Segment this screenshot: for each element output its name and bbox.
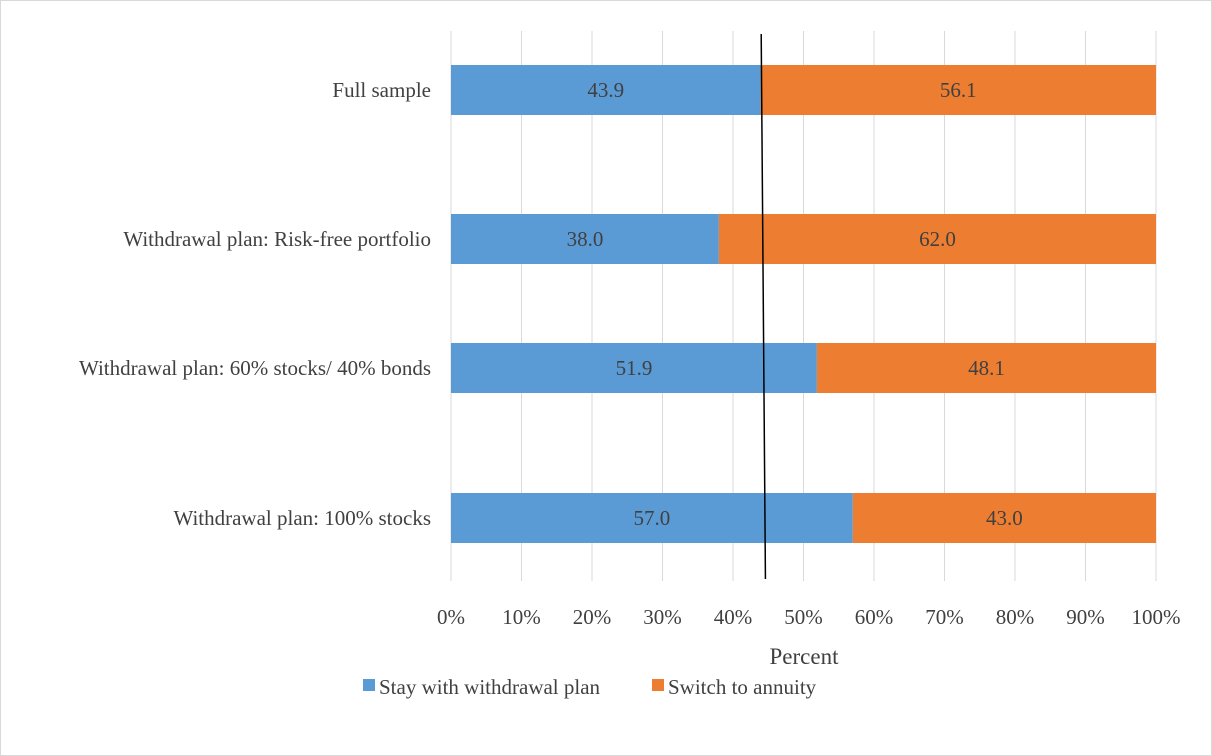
reference-line <box>760 33 767 580</box>
x-tick-label-30: 30% <box>643 605 682 629</box>
data-label-switch-2: 48.1 <box>968 356 1005 380</box>
category-label-2: Withdrawal plan: 60% stocks/ 40% bonds <box>79 356 431 380</box>
bar-switch-2 <box>816 343 1156 393</box>
bar-stay-2 <box>451 343 817 393</box>
x-tick-label-100: 100% <box>1132 605 1181 629</box>
x-tick-label-70: 70% <box>925 605 964 629</box>
x-tick-labels: 0% 10% 20% 30% 40% 50% 60% 70% 80% 90% 100% <box>437 605 1181 629</box>
x-axis-title: Percent <box>770 644 840 669</box>
data-label-switch-1: 62.0 <box>919 227 956 251</box>
x-tick-label-90: 90% <box>1066 605 1105 629</box>
category-label-1: Withdrawal plan: Risk-free portfolio <box>123 227 431 251</box>
legend-label-stay: Stay with withdrawal plan <box>379 675 601 699</box>
legend-label-switch: Switch to annuity <box>668 675 817 699</box>
reference-line-group <box>760 33 767 580</box>
legend-swatch-switch <box>652 679 664 691</box>
bar-switch-1 <box>718 214 1156 264</box>
data-label-stay-0: 43.9 <box>587 78 624 102</box>
bar-stay-1 <box>451 214 719 264</box>
data-label-stay-3: 57.0 <box>634 506 671 530</box>
bar-switch-0 <box>760 65 1156 115</box>
legend: Stay with withdrawal plan Switch to annui… <box>363 675 817 699</box>
x-tick-label-50: 50% <box>784 605 823 629</box>
category-label-0: Full sample <box>332 78 431 102</box>
x-tick-label-0: 0% <box>437 605 465 629</box>
category-label-3: Withdrawal plan: 100% stocks <box>173 506 431 530</box>
gridlines <box>450 31 1157 581</box>
data-label-stay-2: 51.9 <box>616 356 653 380</box>
x-tick-label-20: 20% <box>573 605 612 629</box>
x-tick-label-60: 60% <box>855 605 894 629</box>
bar-stay-0 <box>451 65 761 115</box>
data-label-switch-3: 43.0 <box>986 506 1023 530</box>
data-label-switch-0: 56.1 <box>940 78 977 102</box>
bar-switch-3 <box>852 493 1156 543</box>
x-tick-label-40: 40% <box>714 605 753 629</box>
x-tick-label-80: 80% <box>996 605 1035 629</box>
bar-stay-3 <box>451 493 853 543</box>
x-tick-label-10: 10% <box>502 605 541 629</box>
category-labels: Full sample Withdrawal plan: Risk-free po… <box>79 78 431 530</box>
data-label-stay-1: 38.0 <box>567 227 604 251</box>
legend-swatch-stay <box>363 679 375 691</box>
bars: 43.9 56.1 38.0 62.0 51.9 48.1 57.0 43.0 <box>451 65 1156 543</box>
